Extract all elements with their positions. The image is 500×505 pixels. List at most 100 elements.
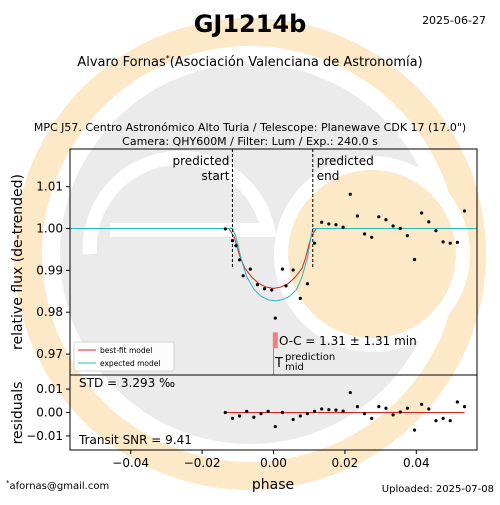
light-curve-ticks: 0.97 0.98 0.99 1.00 1.01 [36, 180, 70, 361]
residual-point [370, 416, 374, 420]
flux-ytick-label: 1.00 [36, 222, 63, 236]
model-lines [70, 228, 477, 302]
email-mark: * [6, 479, 10, 487]
expected-model-line [70, 228, 477, 302]
phase-xtick-label: −0.04 [112, 456, 149, 470]
residual-point [273, 424, 277, 429]
residual-point [455, 400, 459, 404]
predicted-start-label-line1: predicted [173, 154, 230, 168]
residual-point [237, 414, 242, 418]
flux-ytick-label: 0.97 [36, 347, 63, 361]
residual-point [398, 410, 402, 414]
flux-point [362, 232, 367, 236]
phase-xtick-label: 0.04 [403, 456, 430, 470]
flux-point [223, 227, 227, 231]
residuals-ytick-label: 0.01 [36, 382, 63, 396]
residual-point [223, 410, 227, 415]
flux-point [348, 192, 352, 196]
residual-point [259, 412, 263, 416]
observer-name: Alvaro Fornas [77, 55, 166, 70]
flux-point [462, 209, 467, 213]
residual-point [230, 416, 235, 420]
residual-point [245, 409, 249, 413]
residual-point [252, 415, 256, 419]
phase-xtick-label: −0.02 [184, 456, 221, 470]
residual-point [434, 419, 438, 423]
predicted-end-label-line2: end [317, 169, 340, 183]
residual-point [266, 409, 270, 413]
watermark-o-inner [288, 170, 456, 338]
residual-point [312, 409, 317, 413]
flux-point [455, 240, 459, 244]
light-curve-plot: 0.97 0.98 0.99 1.00 1.01 predicted start pre… [10, 148, 478, 376]
oc-bar [272, 332, 278, 349]
flux-point [280, 267, 285, 271]
legend: best-fit model expected model [73, 341, 175, 372]
flux-points [223, 192, 467, 320]
residual-point [448, 419, 452, 423]
residual-point [462, 405, 467, 409]
residual-point [280, 410, 285, 415]
contact-email-line: *afornas@gmail.com [6, 479, 109, 492]
flux-point [298, 296, 302, 301]
observer-line: Alvaro Fornas*(Asociación Valenciana de … [77, 54, 422, 70]
observatory-line: MPC J57. Centro Astronómico Alto Turia /… [34, 121, 466, 134]
watermark-e-glyph [82, 150, 277, 255]
flux-point [327, 222, 331, 226]
flux-point [355, 214, 359, 218]
residual-point [441, 416, 445, 420]
residuals-plot: −0.01 0.00 0.01 −0.04 −0.02 0.00 0.02 0.04 STD … [10, 374, 478, 493]
camera-line: Camera: QHY600M / Filter: Lum / Exp.: 24… [122, 135, 378, 148]
residual-point [348, 390, 352, 395]
flux-point [412, 257, 417, 262]
flux-point [241, 274, 245, 278]
flux-point [237, 258, 242, 262]
residual-point [405, 406, 409, 410]
residuals-ticks: −0.01 0.00 0.01 −0.04 −0.02 0.00 0.02 0.04 [26, 382, 429, 470]
residual-point [341, 409, 345, 413]
flux-point [284, 284, 288, 288]
target-title: GJ1214b [194, 10, 307, 38]
flux-point [320, 220, 324, 224]
observation-date: 2025-06-27 [422, 14, 486, 27]
residual-point [291, 417, 295, 422]
flux-point [305, 282, 310, 286]
flux-point [341, 225, 345, 229]
flux-point [334, 223, 338, 227]
flux-ytick-label: 0.98 [36, 305, 63, 319]
predicted-end-label-line1: predicted [317, 154, 374, 168]
observer-affiliation: (Asociación Valenciana de Astronomía) [170, 55, 423, 70]
phase-xtick-label: 0.02 [332, 456, 359, 470]
oc-label: O-C = 1.31 ± 1.31 min [279, 334, 417, 348]
upload-date: Uploaded: 2025-07-08 [382, 484, 494, 495]
residual-point [320, 407, 324, 411]
residual-points [223, 390, 467, 432]
flux-point [262, 287, 267, 291]
flux-ytick-label: 1.01 [36, 180, 63, 194]
legend-best-fit-label: best-fit model [100, 346, 152, 355]
std-label: STD = 3.293 ‰ [79, 376, 175, 390]
flux-point [255, 283, 260, 287]
residual-point [384, 406, 388, 410]
phase-xtick-label: 0.00 [260, 456, 287, 470]
flux-point [434, 229, 438, 233]
exoclock-watermark [14, 18, 486, 490]
tmid-superscript: prediction [285, 352, 335, 363]
contact-email: afornas@gmail.com [10, 481, 110, 492]
flux-point [384, 218, 388, 222]
flux-point [448, 241, 452, 245]
tmid-symbol: T [274, 356, 283, 371]
residual-point [420, 402, 424, 406]
residual-point [305, 412, 310, 416]
phase-axis-label: phase [252, 477, 294, 493]
legend-box [73, 341, 175, 372]
residual-point [298, 414, 302, 418]
flux-axis-label: relative flux (de-trended) [10, 174, 26, 350]
residuals-axis-label: residuals [10, 382, 26, 445]
flux-point [270, 288, 274, 292]
legend-expected-label: expected model [100, 359, 160, 368]
flux-point [405, 234, 409, 238]
residual-point [334, 408, 338, 412]
residual-point [391, 413, 395, 417]
